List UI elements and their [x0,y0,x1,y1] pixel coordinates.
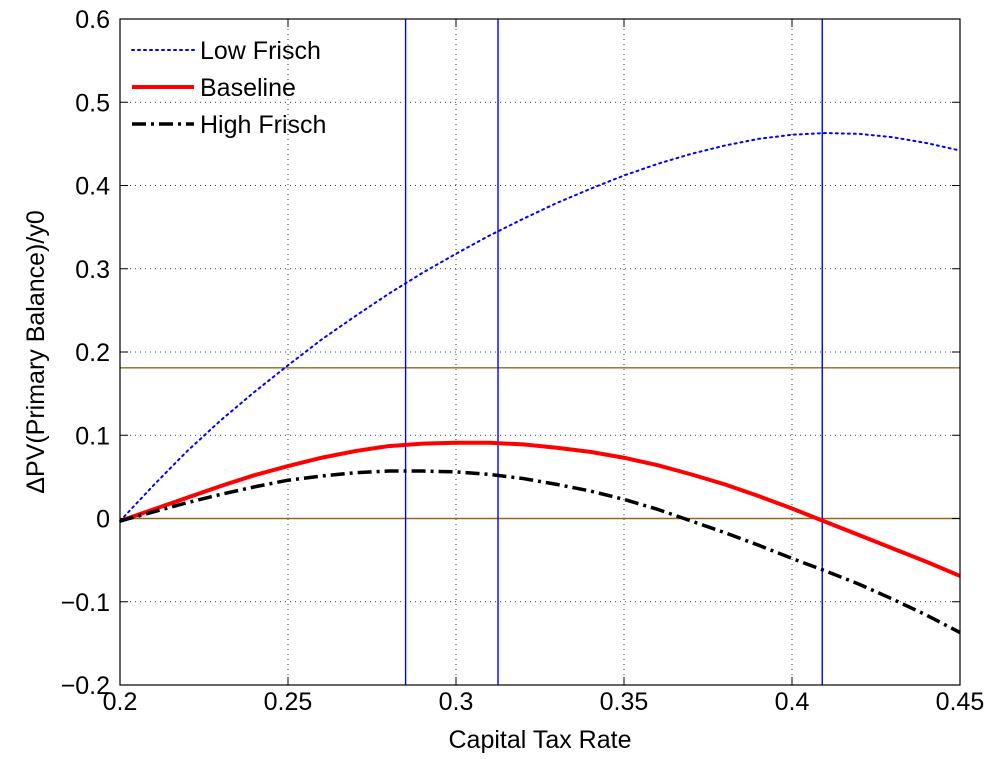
x-axis-label: Capital Tax Rate [449,726,632,754]
x-tick-label: 0.2 [103,688,138,716]
x-tick-label: 0.35 [600,688,649,716]
y-tick-label: −0.1 [61,589,110,617]
y-tick-label: 0.1 [75,422,110,450]
y-tick-label: 0.2 [75,339,110,367]
x-tick-label: 0.45 [936,688,985,716]
x-tick-label: 0.25 [264,688,313,716]
x-tick-label: 0.4 [775,688,810,716]
y-tick-label: 0.4 [75,173,110,201]
y-tick-label: 0.6 [75,6,110,34]
x-tick-label: 0.3 [439,688,474,716]
legend-label: Low Frisch [200,37,321,65]
series-line-baseline [119,440,961,578]
tick-layer: 0.2 0.25 0.3 0.35 0.4 0.45 −0.2 −0.1 0 0.1 0.2 0.3 0… [61,6,985,716]
series-layer [119,132,961,635]
y-axis-label: ΔPV(Primary Balance)/y0 [22,210,50,493]
series-line-low-frisch [119,132,961,522]
y-tick-label: 0.3 [75,256,110,284]
legend-label: Baseline [200,74,296,102]
y-tick-label: −0.2 [61,672,110,700]
y-tick-label: 0 [96,506,110,534]
legend: Low Frisch Baseline High Frisch [131,37,326,139]
y-tick-label: 0.5 [75,89,110,117]
series-line-high-frisch [119,469,961,635]
legend-label: High Frisch [200,111,326,139]
reference-lines [120,19,960,685]
